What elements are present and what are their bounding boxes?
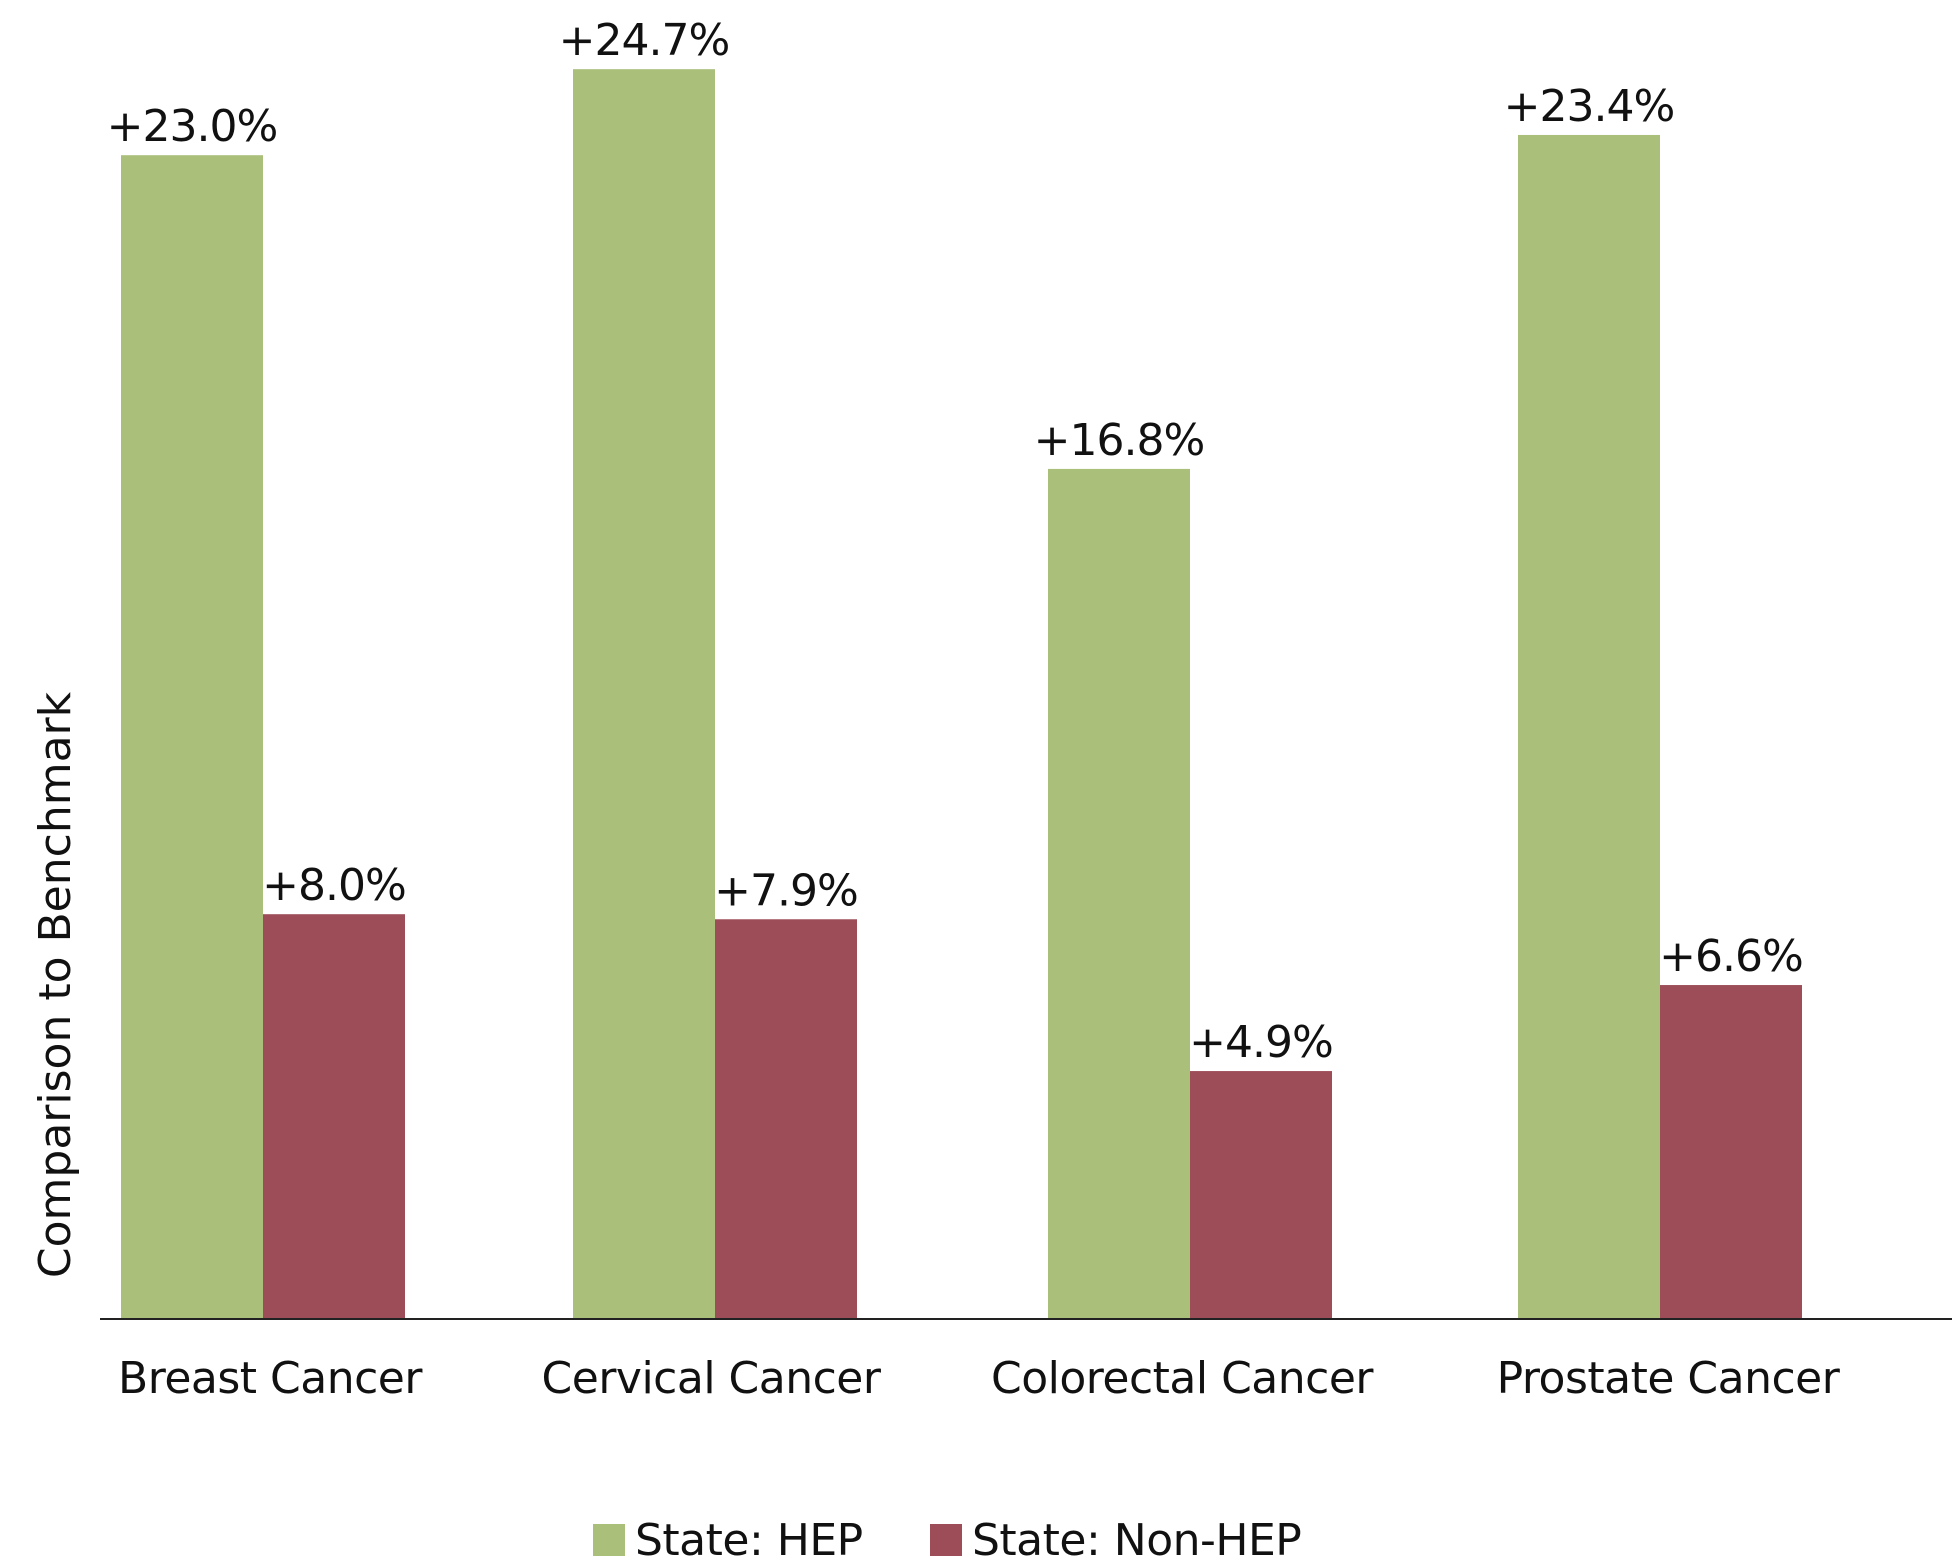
bar-hep-0: [121, 155, 263, 1320]
y-axis-title: Comparison to Benchmark: [30, 691, 81, 1278]
bars-group: [121, 69, 1802, 1320]
x-tick-label-1: Cervical Cancer: [542, 1353, 882, 1404]
bar-non-hep-2: [1190, 1071, 1332, 1319]
value-label-non-hep-1: +7.9%: [714, 865, 858, 916]
value-label-non-hep-0: +8.0%: [262, 860, 406, 911]
bar-non-hep-0: [263, 914, 405, 1319]
bar-hep-3: [1518, 134, 1660, 1320]
x-tick-label-3: Prostate Cancer: [1497, 1353, 1841, 1404]
legend-swatch-non-hep: [930, 1524, 962, 1556]
bar-hep-2: [1048, 468, 1190, 1319]
value-label-non-hep-2: +4.9%: [1189, 1017, 1333, 1068]
value-labels-group: +23.0% +8.0% +24.7% +7.9% +16.8% +4.9% +23.4% +…: [107, 15, 1804, 1068]
legend: State: HEP State: Non-HEP: [593, 1515, 1302, 1562]
legend-label-hep: State: HEP: [635, 1515, 863, 1562]
bar-non-hep-1: [715, 919, 857, 1319]
value-label-hep-1: +24.7%: [559, 15, 730, 66]
value-label-hep-2: +16.8%: [1034, 415, 1205, 466]
value-label-hep-3: +23.4%: [1504, 81, 1675, 132]
legend-label-non-hep: State: Non-HEP: [972, 1515, 1301, 1562]
legend-swatch-hep: [593, 1524, 625, 1556]
bar-non-hep-3: [1660, 985, 1802, 1319]
x-tick-label-2: Colorectal Cancer: [991, 1353, 1374, 1404]
x-tick-label-0: Breast Cancer: [118, 1353, 423, 1404]
bar-hep-1: [573, 69, 715, 1319]
value-label-non-hep-3: +6.6%: [1659, 931, 1803, 982]
x-tick-labels-group: Breast Cancer Cervical Cancer Colorectal C…: [118, 1353, 1841, 1404]
value-label-hep-0: +23.0%: [107, 101, 278, 152]
